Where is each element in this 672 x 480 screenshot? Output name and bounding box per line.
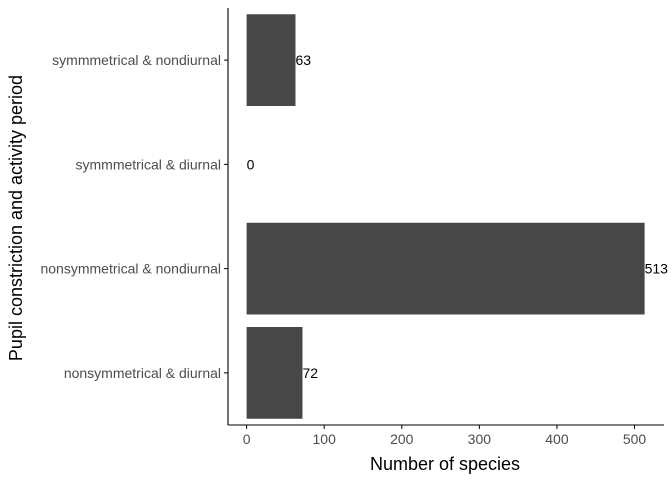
y-axis: symmmetrical & nondiurnal symmmetrical & … xyxy=(40,8,229,425)
bars-group xyxy=(246,14,645,419)
data-label-symmmetrical-diurnal: 0 xyxy=(247,156,255,172)
x-tick-label-300: 300 xyxy=(468,431,492,447)
data-label-symmmetrical-nondiurnal: 63 xyxy=(295,52,311,68)
y-axis-title: Pupil constriction and activity period xyxy=(6,75,26,361)
x-tick-label-400: 400 xyxy=(545,431,569,447)
x-tick-label-200: 200 xyxy=(390,431,414,447)
y-tick-label-nonsymmetrical-diurnal: nonsymmetrical & diurnal xyxy=(64,365,221,381)
bar-nonsymmetrical-diurnal xyxy=(246,327,303,419)
x-axis: 0 100 200 300 400 500 xyxy=(228,424,664,447)
data-label-nonsymmetrical-nondiurnal: 513 xyxy=(645,261,669,277)
bar-symmmetrical-nondiurnal xyxy=(246,14,296,106)
x-tick-label-500: 500 xyxy=(623,431,647,447)
bar-nonsymmetrical-nondiurnal xyxy=(246,222,645,315)
data-label-nonsymmetrical-diurnal: 72 xyxy=(302,365,318,381)
y-tick-label-symmmetrical-nondiurnal: symmmetrical & nondiurnal xyxy=(52,52,221,68)
x-tick-label-0: 0 xyxy=(243,431,251,447)
x-tick-label-100: 100 xyxy=(313,431,337,447)
y-tick-label-symmmetrical-diurnal: symmmetrical & diurnal xyxy=(76,156,221,172)
x-axis-title: Number of species xyxy=(370,454,520,474)
y-tick-label-nonsymmetrical-nondiurnal: nonsymmetrical & nondiurnal xyxy=(40,261,221,277)
data-labels-group: 63 0 513 72 xyxy=(247,52,669,381)
